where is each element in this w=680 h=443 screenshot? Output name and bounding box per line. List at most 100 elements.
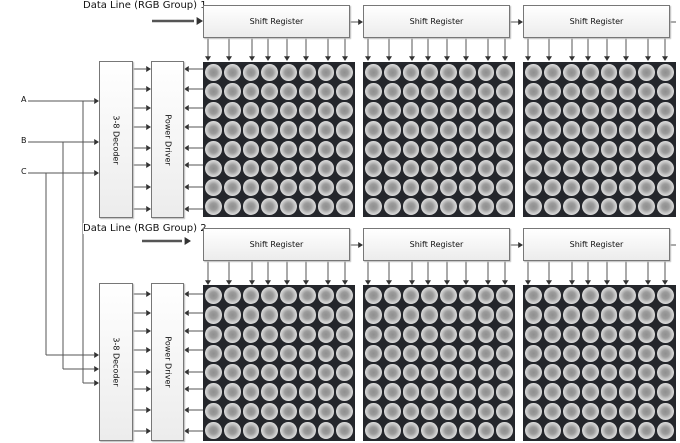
led	[223, 197, 241, 215]
led	[223, 287, 241, 305]
led	[298, 402, 316, 420]
led	[402, 421, 420, 439]
led	[336, 121, 353, 139]
led	[543, 364, 561, 382]
led	[477, 83, 495, 101]
led	[496, 159, 513, 177]
led	[581, 83, 599, 101]
led	[223, 421, 241, 439]
led	[242, 325, 260, 343]
led	[383, 197, 401, 215]
led	[562, 140, 580, 158]
led	[402, 325, 420, 343]
led	[600, 102, 618, 120]
shift-register-label: Shift Register	[569, 17, 624, 26]
led	[365, 140, 382, 158]
led	[261, 383, 278, 401]
led	[317, 402, 335, 420]
led	[600, 325, 618, 343]
led	[638, 102, 656, 120]
led	[581, 102, 599, 120]
led	[619, 140, 637, 158]
led	[205, 197, 222, 215]
led	[477, 102, 495, 120]
led	[336, 325, 353, 343]
led	[336, 102, 353, 120]
led	[317, 102, 335, 120]
led	[402, 121, 420, 139]
led	[496, 325, 513, 343]
led	[242, 287, 260, 305]
led-matrix-1-3	[523, 62, 676, 217]
led	[496, 344, 513, 362]
led	[562, 102, 580, 120]
led	[525, 178, 542, 196]
led	[336, 64, 353, 82]
led	[458, 383, 476, 401]
led	[477, 402, 495, 420]
led	[365, 344, 382, 362]
shift-register-1-3: Shift Register	[523, 5, 670, 38]
led	[458, 364, 476, 382]
led	[242, 344, 260, 362]
led	[600, 306, 618, 324]
led	[657, 344, 674, 362]
led	[600, 421, 618, 439]
led	[525, 197, 542, 215]
led	[336, 159, 353, 177]
led	[402, 344, 420, 362]
led	[440, 140, 457, 158]
led	[477, 383, 495, 401]
led	[242, 83, 260, 101]
led	[205, 344, 222, 362]
led	[421, 159, 438, 177]
led	[261, 364, 278, 382]
led	[421, 197, 438, 215]
led	[525, 140, 542, 158]
led	[657, 83, 674, 101]
led	[562, 421, 580, 439]
led	[543, 83, 561, 101]
led	[581, 421, 599, 439]
shift-register-1-1: Shift Register	[203, 5, 350, 38]
led	[562, 178, 580, 196]
led	[657, 421, 674, 439]
led	[543, 64, 561, 82]
led	[298, 121, 316, 139]
led	[261, 102, 278, 120]
led	[496, 287, 513, 305]
led	[280, 344, 297, 362]
led	[562, 197, 580, 215]
shift-register-label: Shift Register	[249, 17, 304, 26]
led	[619, 364, 637, 382]
led	[458, 287, 476, 305]
led	[298, 178, 316, 196]
led	[638, 306, 656, 324]
led	[223, 159, 241, 177]
led	[298, 421, 316, 439]
led	[365, 306, 382, 324]
led	[496, 383, 513, 401]
led	[657, 402, 674, 420]
led	[402, 64, 420, 82]
led	[562, 64, 580, 82]
led	[562, 344, 580, 362]
shift-register-label: Shift Register	[409, 240, 464, 249]
led	[581, 383, 599, 401]
led	[365, 197, 382, 215]
led	[458, 197, 476, 215]
data-line-2-label: Data Line (RGB Group) 2	[83, 223, 207, 234]
led	[365, 402, 382, 420]
led	[496, 306, 513, 324]
led	[402, 402, 420, 420]
led	[562, 159, 580, 177]
led	[261, 64, 278, 82]
led	[600, 364, 618, 382]
led	[421, 306, 438, 324]
led	[261, 83, 278, 101]
led	[383, 344, 401, 362]
led	[298, 197, 316, 215]
led	[261, 121, 278, 139]
led	[205, 383, 222, 401]
led	[458, 178, 476, 196]
